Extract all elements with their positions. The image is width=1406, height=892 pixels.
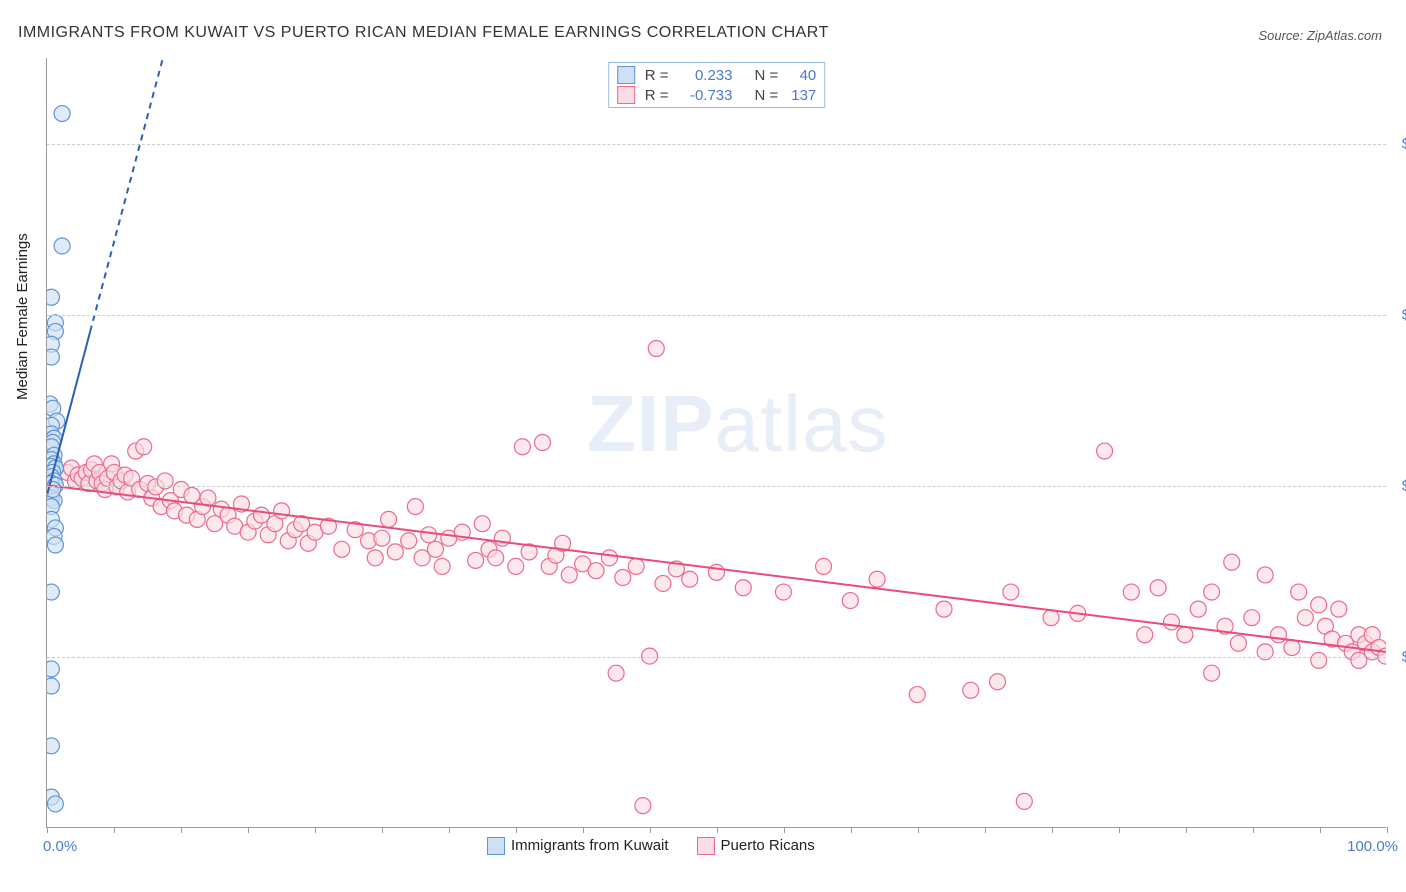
x-tick	[449, 827, 450, 833]
x-tick	[1253, 827, 1254, 833]
top-legend: R = 0.233 N = 40 R = -0.733 N = 137	[608, 62, 826, 108]
y-tick-label: $60,000	[1392, 306, 1406, 323]
grid-line	[47, 486, 1386, 487]
x-tick	[650, 827, 651, 833]
n-value-0: 40	[782, 67, 816, 84]
x-tick	[315, 827, 316, 833]
legend-swatch-pr	[697, 837, 715, 855]
r-label-1: R =	[645, 87, 669, 104]
legend-label-pr: Puerto Ricans	[721, 837, 815, 854]
legend-swatch-kuwait	[487, 837, 505, 855]
r-label-0: R =	[645, 67, 669, 84]
r-value-1: -0.733	[673, 87, 733, 104]
top-legend-swatch-0	[617, 66, 635, 84]
x-tick	[583, 827, 584, 833]
grid-line	[47, 657, 1386, 658]
x-tick	[784, 827, 785, 833]
legend-item-pr: Puerto Ricans	[697, 837, 815, 855]
scatter-chart: ZIPatlas $20,000$40,000$60,000$80,000 0.…	[46, 58, 1386, 828]
y-axis-label: Median Female Earnings	[14, 233, 31, 400]
n-label-0: N =	[755, 67, 779, 84]
x-tick	[1119, 827, 1120, 833]
top-legend-swatch-1	[617, 86, 635, 104]
x-tick	[47, 827, 48, 833]
bottom-legend: Immigrants from Kuwait Puerto Ricans	[487, 837, 815, 855]
source-label: Source: ZipAtlas.com	[1258, 28, 1382, 43]
n-label-1: N =	[755, 87, 779, 104]
x-tick	[114, 827, 115, 833]
top-legend-row-0: R = 0.233 N = 40	[609, 65, 825, 85]
y-tick-label: $40,000	[1392, 477, 1406, 494]
x-tick	[1186, 827, 1187, 833]
grid-line	[47, 144, 1386, 145]
x-tick	[717, 827, 718, 833]
x-tick-left: 0.0%	[43, 838, 77, 855]
x-tick-right: 100.0%	[1347, 838, 1398, 855]
y-tick-label: $80,000	[1392, 135, 1406, 152]
x-tick	[985, 827, 986, 833]
legend-label-kuwait: Immigrants from Kuwait	[511, 837, 669, 854]
x-tick	[382, 827, 383, 833]
x-tick	[248, 827, 249, 833]
chart-svg	[47, 58, 1386, 827]
legend-item-kuwait: Immigrants from Kuwait	[487, 837, 669, 855]
page-title: IMMIGRANTS FROM KUWAIT VS PUERTO RICAN M…	[18, 24, 829, 42]
x-tick	[1052, 827, 1053, 833]
y-tick-label: $20,000	[1392, 648, 1406, 665]
x-tick	[1320, 827, 1321, 833]
x-tick	[181, 827, 182, 833]
grid-line	[47, 315, 1386, 316]
x-tick	[851, 827, 852, 833]
x-tick	[1387, 827, 1388, 833]
n-value-1: 137	[782, 87, 816, 104]
x-tick	[918, 827, 919, 833]
r-value-0: 0.233	[673, 67, 733, 84]
top-legend-row-1: R = -0.733 N = 137	[609, 85, 825, 105]
x-tick	[516, 827, 517, 833]
